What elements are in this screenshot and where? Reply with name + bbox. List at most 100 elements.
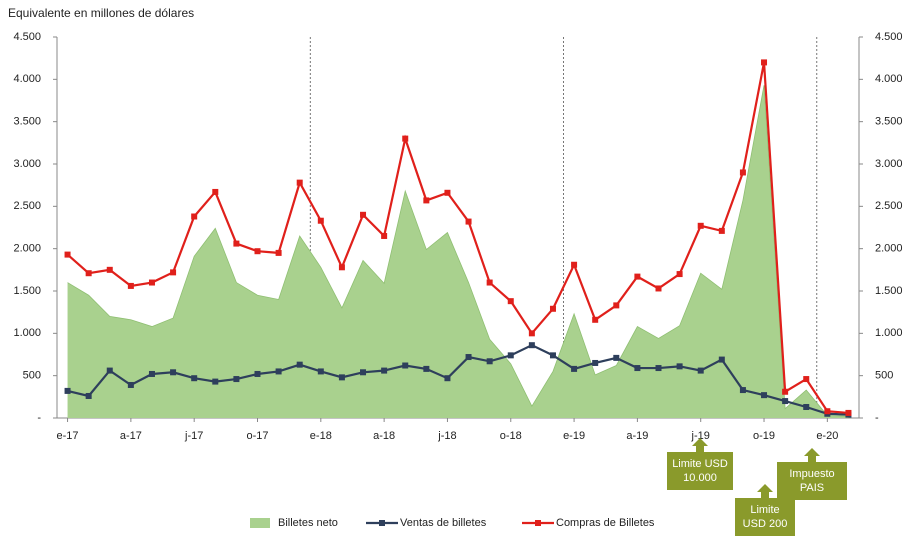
point <box>486 279 493 286</box>
point <box>85 392 92 399</box>
legend-label: Compras de Billetes <box>556 517 655 529</box>
y2-tick-label: 4.000 <box>875 73 903 85</box>
chart-title: Equivalente en millones de dólares <box>8 6 194 20</box>
point <box>317 217 324 224</box>
x-tick-label: a-18 <box>373 430 395 442</box>
point <box>613 354 620 361</box>
point <box>634 365 641 372</box>
point <box>697 222 704 229</box>
point <box>782 398 789 405</box>
point <box>507 298 514 305</box>
annotation-arrow <box>804 448 820 462</box>
point <box>803 403 810 410</box>
point <box>613 302 620 309</box>
annotation-text: PAIS <box>800 482 824 494</box>
point <box>782 388 789 395</box>
x-tick-label: o-18 <box>500 430 522 442</box>
annotation-text: USD 200 <box>743 518 788 530</box>
point <box>381 367 388 374</box>
point <box>360 211 367 218</box>
point <box>127 282 134 289</box>
point <box>803 376 810 383</box>
point <box>402 135 409 142</box>
point <box>212 188 219 195</box>
x-tick-label: o-19 <box>753 430 775 442</box>
area-fill <box>67 85 849 418</box>
point <box>338 264 345 271</box>
x-tick-label: e-19 <box>563 430 585 442</box>
series-line <box>66 62 849 415</box>
point <box>718 356 725 363</box>
y-tick-label: 4.000 <box>13 73 41 85</box>
point <box>360 369 367 376</box>
point <box>571 365 578 372</box>
x-tick-label: a-17 <box>120 430 142 442</box>
point <box>739 387 746 394</box>
point <box>381 232 388 239</box>
point <box>191 375 198 382</box>
annotation-arrow <box>692 438 708 452</box>
y-tick-label: 3.000 <box>13 158 41 170</box>
point <box>718 227 725 234</box>
point <box>296 179 303 186</box>
point <box>465 218 472 225</box>
legend-swatch <box>250 518 270 528</box>
point <box>296 361 303 368</box>
point <box>761 392 768 399</box>
x-tick-label: j-17 <box>184 430 203 442</box>
point <box>655 285 662 292</box>
y2-tick-label: 1.500 <box>875 285 903 297</box>
point <box>64 387 71 394</box>
annotation-box <box>667 452 733 490</box>
point <box>233 376 240 383</box>
legend-marker <box>379 520 385 526</box>
point <box>634 273 641 280</box>
point <box>655 365 662 372</box>
y-tick-label: 1.000 <box>13 327 41 339</box>
annotation-box <box>777 462 847 500</box>
y2-tick-label: 3.000 <box>875 158 903 170</box>
point <box>64 251 71 258</box>
point <box>549 352 556 359</box>
annotation: Limite USD 10.000 <box>667 438 733 490</box>
annotation-text: Limite <box>750 504 779 516</box>
point <box>549 305 556 312</box>
annotation-text: 10.000 <box>683 472 717 484</box>
point <box>676 363 683 370</box>
point <box>212 378 219 385</box>
x-tick-label: j-19 <box>691 430 710 442</box>
y-tick-label: 3.500 <box>13 116 41 128</box>
point <box>85 270 92 277</box>
point <box>761 59 768 66</box>
point <box>528 330 535 337</box>
y2-tick-label: 500 <box>875 370 893 382</box>
legend-marker <box>535 520 541 526</box>
y-tick-label: 1.500 <box>13 285 41 297</box>
point <box>444 375 451 382</box>
point <box>275 249 282 256</box>
legend-label: Ventas de billetes <box>400 517 487 529</box>
legend-label: Billetes neto <box>278 517 338 529</box>
y-tick-label: - <box>37 412 41 424</box>
point <box>233 240 240 247</box>
point <box>486 358 493 365</box>
point <box>571 261 578 268</box>
point <box>275 368 282 375</box>
point <box>444 189 451 196</box>
x-tick-label: e-20 <box>816 430 838 442</box>
point <box>127 381 134 388</box>
point <box>254 248 261 255</box>
series-line <box>67 343 849 416</box>
point <box>507 352 514 359</box>
point <box>148 370 155 377</box>
point <box>465 354 472 361</box>
annotation-text: Impuesto <box>789 468 834 480</box>
y-tick-label: 500 <box>23 370 41 382</box>
y2-tick-label: 1.000 <box>875 327 903 339</box>
point <box>148 279 155 286</box>
x-tick-label: e-18 <box>310 430 332 442</box>
y2-tick-label: 2.000 <box>875 243 903 255</box>
point <box>739 169 746 176</box>
point <box>170 269 177 276</box>
